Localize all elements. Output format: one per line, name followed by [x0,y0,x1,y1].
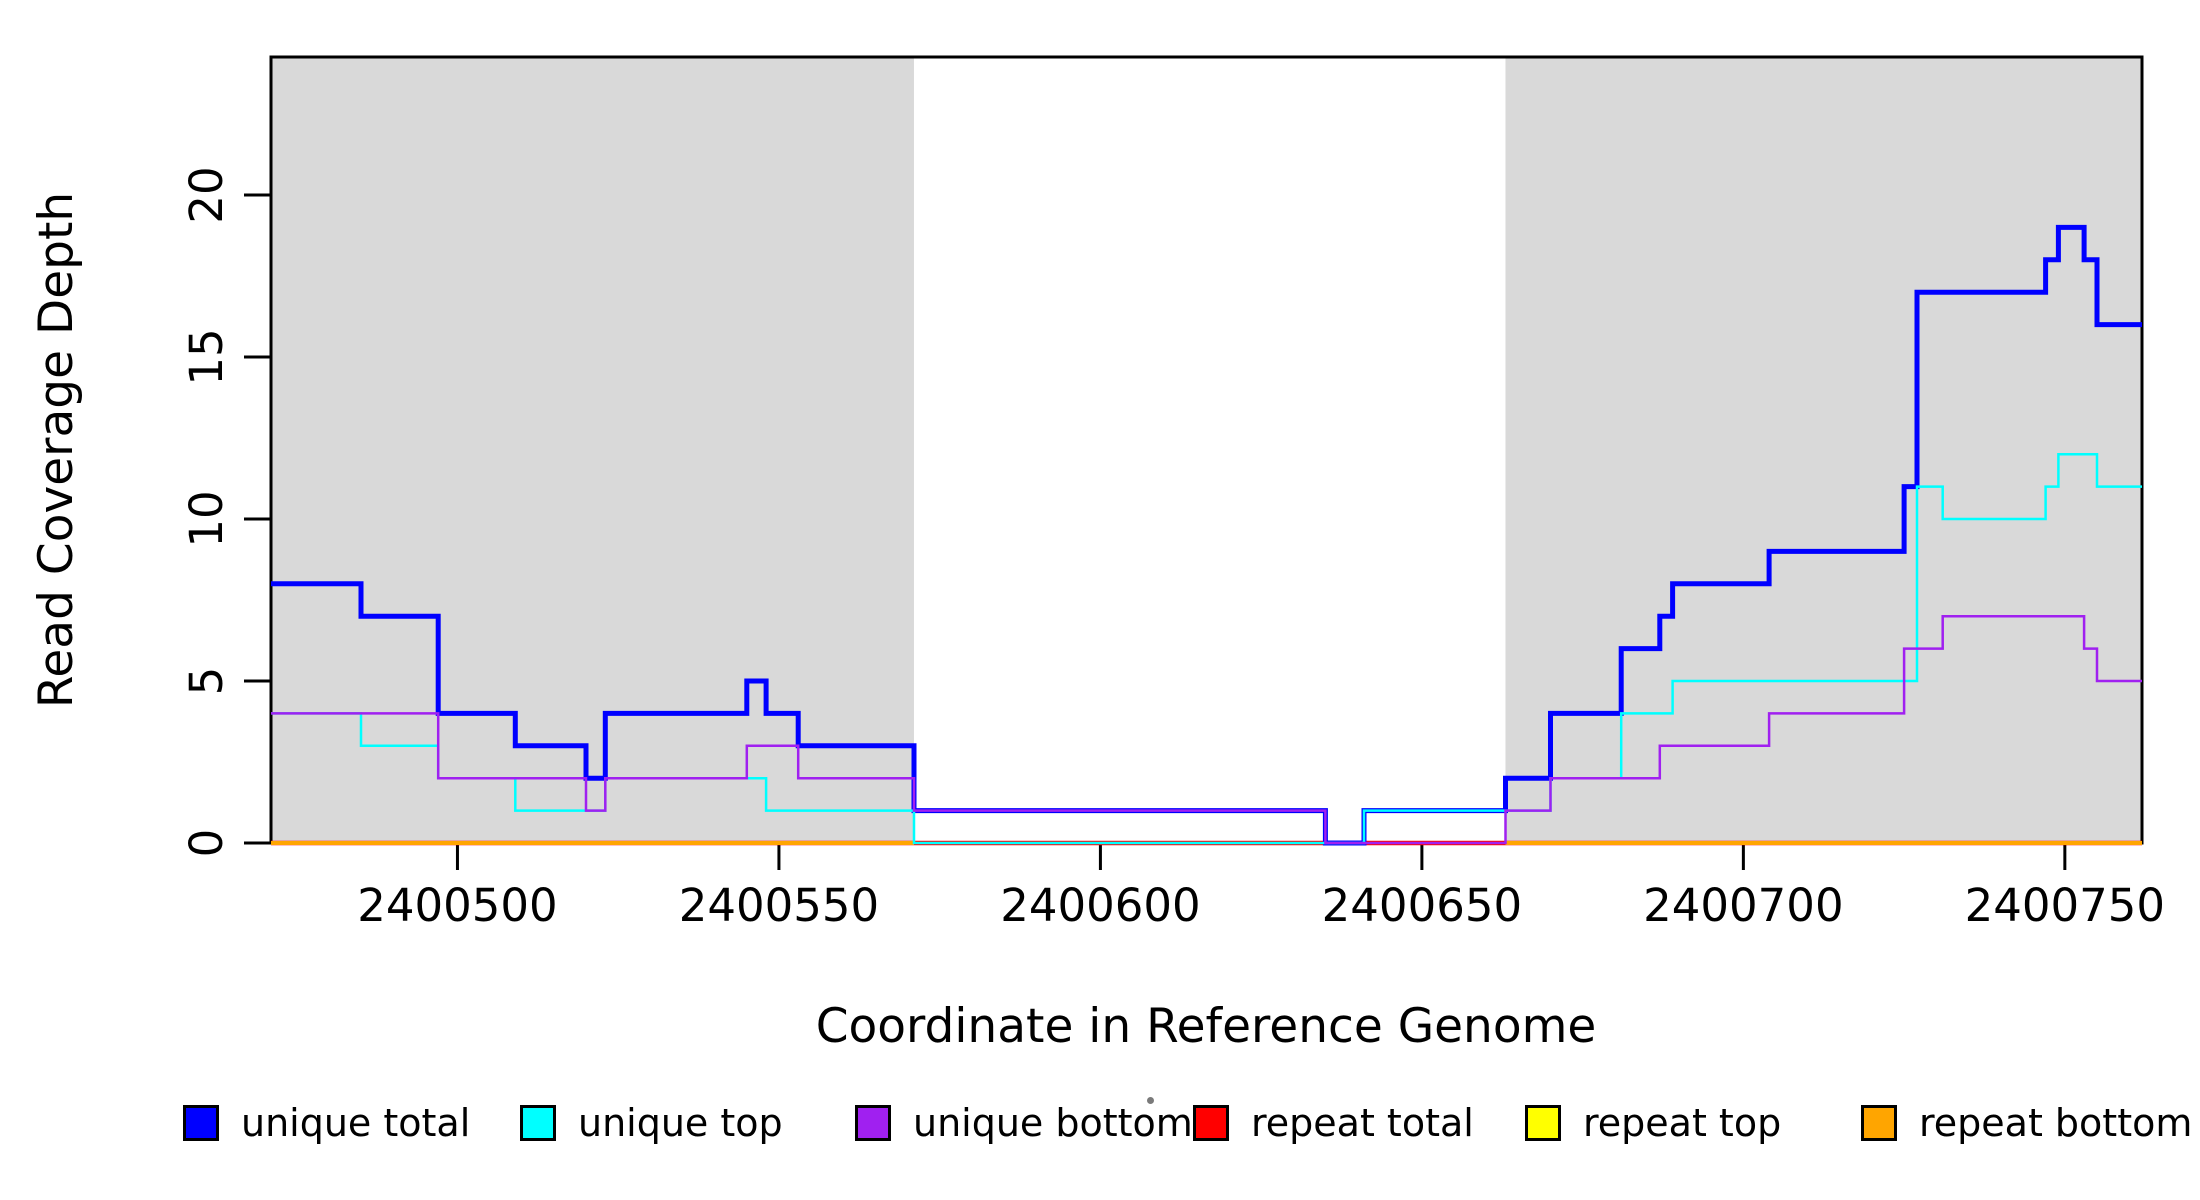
repeat-region-shading [271,57,914,843]
y-tick-label: 15 [180,328,233,385]
legend-label: repeat total [1251,1101,1474,1145]
legend-label: unique bottom [913,1101,1193,1145]
y-tick-label: 0 [180,829,233,858]
unique-total-swatch [183,1105,219,1141]
legend-label: unique total [241,1101,471,1145]
repeat-region-shading [1505,57,2142,843]
legend-label: unique top [578,1101,783,1145]
x-tick-label: 2400550 [679,879,879,932]
axis-ticks: 2400500 2400550 2400600 2400650 2400700 24007… [180,166,2165,932]
x-tick-label: 2400600 [1000,879,1200,932]
x-tick-label: 2400650 [1322,879,1522,932]
unique-top-swatch [520,1105,556,1141]
legend-item-repeat-top: repeat top [1525,1088,1781,1158]
legend-label: repeat bottom [1919,1101,2193,1145]
repeat-top-swatch [1525,1105,1561,1141]
legend-item-unique-bottom: unique bottom [855,1088,1193,1158]
y-tick-label: 10 [180,490,233,547]
repeat-bottom-swatch [1861,1105,1897,1141]
shaded-repeat-regions [271,57,2142,843]
y-tick-label: 20 [180,166,233,223]
x-axis-title: Coordinate in Reference Genome [816,999,1597,1054]
x-tick-label: 2400700 [1643,879,1843,932]
x-tick-label: 2400500 [357,879,557,932]
y-axis-title: Read Coverage Depth [29,192,84,708]
unique-bottom-swatch [855,1105,891,1141]
legend-item-repeat-bottom: repeat bottom [1861,1088,2192,1158]
series-line-unique-total [271,224,2142,846]
chart-legend: unique total unique top unique bottom re… [0,1088,2200,1168]
stray-dot-artifact [1147,1097,1154,1104]
series-line-unique-bottom [271,614,2142,845]
x-tick-label: 2400750 [1965,879,2165,932]
y-tick-label: 5 [180,667,233,696]
legend-item-unique-total: unique total [183,1088,470,1158]
coverage-series-lines [271,224,2142,846]
legend-item-repeat-total: repeat total [1193,1088,1474,1158]
repeat-total-swatch [1193,1105,1229,1141]
legend-item-unique-top: unique top [520,1088,783,1158]
legend-label: repeat top [1583,1101,1782,1145]
